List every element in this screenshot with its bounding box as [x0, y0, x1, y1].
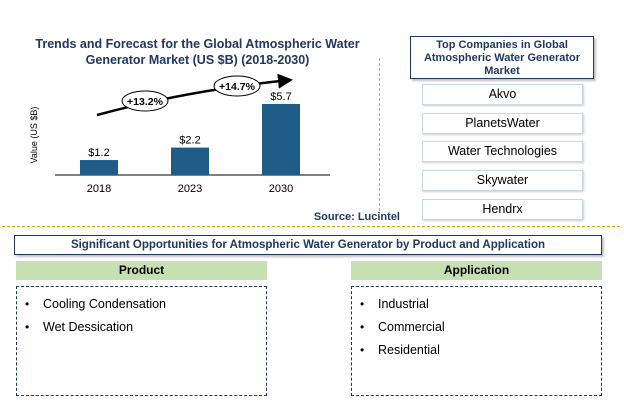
opportunities-title: Significant Opportunities for Atmospheri… [14, 235, 602, 255]
chart-title: Trends and Forecast for the Global Atmos… [35, 37, 360, 67]
bar-2023 [171, 147, 209, 175]
growth-ellipse-1 [121, 90, 169, 112]
bar-2018 [80, 160, 118, 175]
data-label-2030: $5.7 [270, 91, 291, 103]
company-skywater: Skywater [422, 170, 583, 191]
growth-arrow [96, 73, 293, 117]
top-companies-title: Top Companies in Global Atmospheric Wate… [410, 36, 594, 79]
application-list-box: Industrial Commercial Residential [351, 286, 602, 396]
y-axis-label: Value (US $B) [29, 107, 39, 164]
horizontal-divider [2, 226, 620, 227]
source-label: Source: Lucintel [313, 211, 400, 223]
product-header: Product [16, 261, 267, 280]
company-hendrx: Hendrx [422, 199, 583, 220]
company-water-technologies: Water Technologies [422, 141, 583, 162]
company-akvo: Akvo [422, 84, 583, 105]
data-label-2018: $1.2 [88, 147, 109, 159]
vertical-divider [379, 58, 380, 216]
application-header: Application [351, 261, 602, 280]
product-item-cooling-condensation: Cooling Condensation [25, 293, 258, 316]
application-item-commercial: Commercial [360, 316, 593, 339]
growth-ellipse-2 [213, 75, 261, 97]
product-list-box: Cooling Condensation Wet Dessication [16, 286, 267, 396]
bar-chart: Value (US $B) $1.2 2018 $2.2 2023 $5.7 2030 +13… [29, 73, 330, 195]
application-item-industrial: Industrial [360, 293, 593, 316]
x-tick-2023: 2023 [178, 183, 202, 195]
product-item-wet-dessication: Wet Dessication [25, 316, 258, 339]
bar-2030 [262, 104, 300, 175]
company-planetswater: PlanetsWater [422, 113, 583, 134]
growth-annotation-2: +14.7% [219, 81, 256, 93]
growth-annotation-1: +13.2% [127, 96, 164, 108]
application-item-residential: Residential [360, 339, 593, 362]
x-tick-2018: 2018 [87, 183, 111, 195]
x-tick-2030: 2030 [269, 183, 293, 195]
data-label-2023: $2.2 [179, 135, 200, 147]
